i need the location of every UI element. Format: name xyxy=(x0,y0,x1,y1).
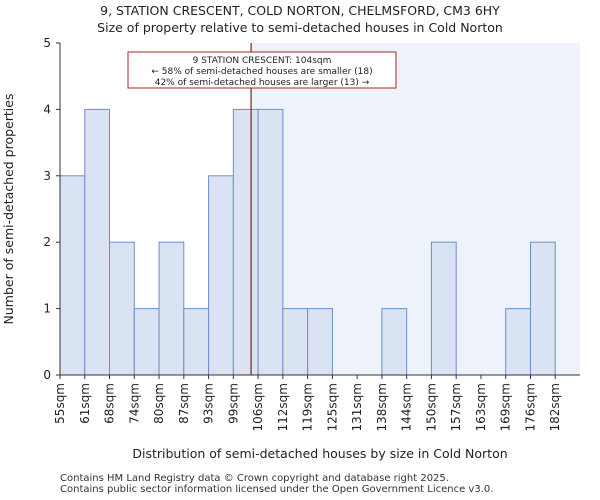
annotation-line-2: ← 58% of semi-detached houses are smalle… xyxy=(151,67,372,77)
bar-138sqm xyxy=(381,308,408,376)
x-tick-label: 131sqm xyxy=(350,383,364,431)
x-tick-label: 99sqm xyxy=(226,383,240,424)
bar-87sqm xyxy=(183,308,210,376)
y-tick-label: 4 xyxy=(43,102,51,116)
x-axis-label: Distribution of semi-detached houses by … xyxy=(132,446,507,461)
footer-licence: Contains public sector information licen… xyxy=(60,484,494,495)
x-tick-label: 87sqm xyxy=(177,383,191,424)
x-tick-label: 119sqm xyxy=(301,383,315,431)
x-tick-label: 157sqm xyxy=(449,383,463,431)
y-axis-label: Number of semi-detached properties xyxy=(1,94,16,325)
bar-68sqm xyxy=(109,241,135,376)
x-tick-label: 182sqm xyxy=(548,383,562,431)
x-tick-label: 68sqm xyxy=(103,383,117,424)
x-tick-label: 61sqm xyxy=(78,383,92,424)
annotation-line-1: 9 STATION CRESCENT: 104sqm xyxy=(193,56,332,66)
x-tick-label: 55sqm xyxy=(53,383,67,424)
annotation-line-3: 42% of semi-detached houses are larger (… xyxy=(155,78,370,88)
y-tick-label: 5 xyxy=(43,36,51,50)
bar-99sqm xyxy=(232,108,259,376)
x-tick-label: 169sqm xyxy=(499,383,513,431)
bar-112sqm xyxy=(282,308,309,376)
x-tick-label: 138sqm xyxy=(375,383,389,431)
x-tick-label: 144sqm xyxy=(400,383,414,431)
footer-copyright: Contains HM Land Registry data © Crown c… xyxy=(60,473,449,484)
bar-61sqm xyxy=(84,108,111,376)
bar-80sqm xyxy=(158,241,185,376)
bar-55sqm xyxy=(59,175,86,376)
x-tick-label: 93sqm xyxy=(202,383,216,424)
histogram-chart: 0 1 2 3 4 5 55sqm 61sqm 68sqm 74sqm 80sqm 87sqm 93sq… xyxy=(1,36,580,461)
bar-119sqm xyxy=(307,308,333,376)
y-tick-label: 2 xyxy=(43,235,51,249)
y-tick-label: 1 xyxy=(43,302,51,316)
x-tick-label: 150sqm xyxy=(424,383,438,431)
x-tick-label: 74sqm xyxy=(127,383,141,424)
chart-subtitle: Size of property relative to semi-detach… xyxy=(97,20,503,35)
x-tick-label: 176sqm xyxy=(523,383,537,431)
bar-176sqm xyxy=(529,241,556,376)
bar-150sqm xyxy=(430,241,457,376)
x-tick-label: 106sqm xyxy=(251,383,265,431)
x-tick-label: 80sqm xyxy=(152,383,166,424)
y-tick-label: 3 xyxy=(43,169,51,183)
bar-93sqm xyxy=(208,175,234,376)
bar-106sqm xyxy=(257,108,284,376)
bar-74sqm xyxy=(133,308,160,376)
x-tick-label: 112sqm xyxy=(276,383,290,431)
y-tick-label: 0 xyxy=(43,368,51,382)
x-tick-label: 163sqm xyxy=(474,383,488,431)
annotation-box xyxy=(127,51,397,89)
bar-169sqm xyxy=(505,308,531,376)
x-tick-label: 125sqm xyxy=(325,383,339,431)
chart-title: 9, STATION CRESCENT, COLD NORTON, CHELMS… xyxy=(100,3,500,18)
